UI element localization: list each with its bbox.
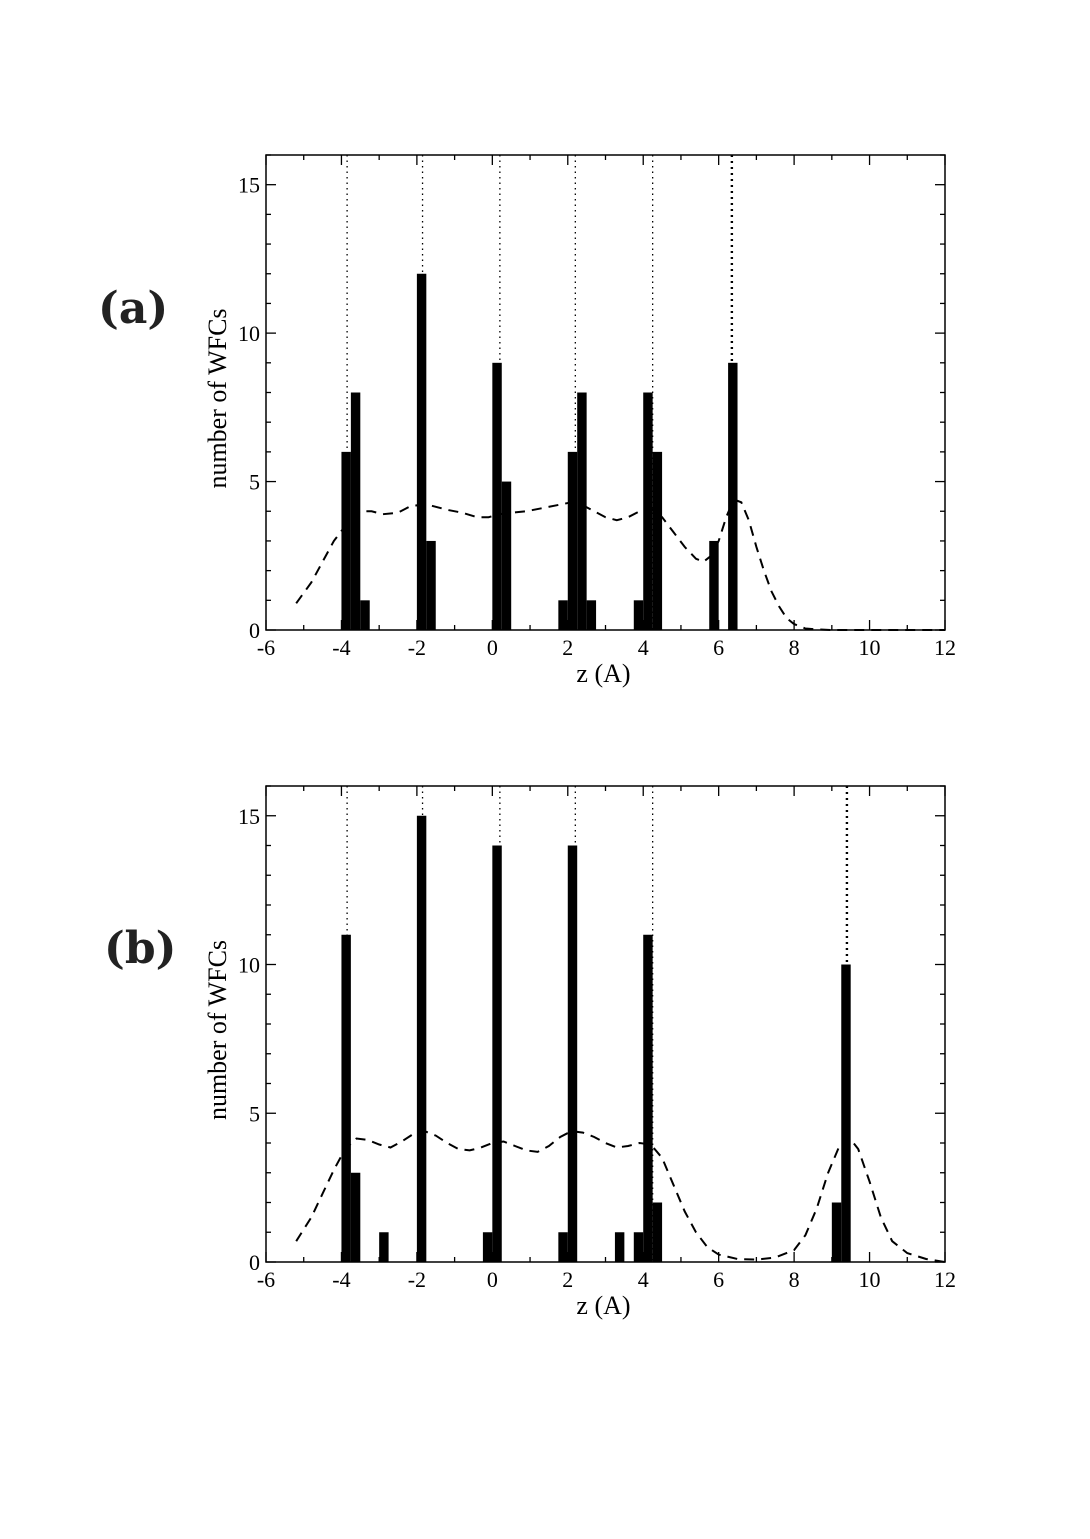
x-tick-label: -4: [332, 1267, 350, 1292]
histogram-bar: [841, 964, 851, 1262]
x-tick-label: 6: [713, 1267, 724, 1292]
histogram-bar: [633, 1232, 644, 1262]
histogram-bar: [416, 815, 427, 1262]
histogram-bar: [492, 845, 502, 1262]
x-tick-label: -4: [332, 635, 350, 660]
density-curve: [295, 498, 945, 631]
histogram-bar: [379, 1232, 389, 1262]
histogram-bar: [614, 1232, 625, 1262]
x-tick-label: 0: [487, 1267, 498, 1292]
x-tick-label: -6: [257, 1267, 275, 1292]
histogram-bar: [360, 600, 370, 630]
x-tick-label: 12: [934, 635, 956, 660]
histogram-bar: [633, 600, 644, 630]
y-axis-title: number of WFCs: [203, 940, 232, 1120]
histogram-bar: [652, 1202, 663, 1262]
x-tick-label: 4: [638, 635, 649, 660]
histogram-bar: [501, 481, 512, 630]
y-tick-label: 0: [249, 1250, 260, 1275]
y-tick-label: 0: [249, 618, 260, 643]
histogram-bar: [492, 362, 502, 630]
x-tick-label: -6: [257, 635, 275, 660]
histogram-bar: [416, 273, 427, 630]
histogram-bar: [426, 540, 436, 630]
chart-a: -6 -4 -2 0 2 4 6 8 10 12 0 5 10 15 z (A) number of WFCs: [203, 154, 956, 688]
histogram-bar: [567, 845, 578, 1262]
x-tick-label: 2: [562, 635, 573, 660]
x-tick-label: 0: [487, 635, 498, 660]
histogram-bar: [567, 451, 578, 630]
y-tick-label: 15: [238, 804, 260, 829]
x-tick-label: 2: [562, 1267, 573, 1292]
y-tick-label: 10: [238, 953, 260, 978]
density-curve: [295, 1130, 946, 1263]
x-tick-label: -2: [408, 635, 426, 660]
histogram-bar: [831, 1202, 842, 1262]
histogram-bar: [643, 392, 653, 630]
chart-b: -6 -4 -2 0 2 4 6 8 10 12 0 5 10 15 z (A) number of WFCs: [203, 785, 956, 1320]
histogram-bar: [350, 392, 361, 630]
histogram-bar: [341, 451, 351, 630]
histogram-bar: [728, 362, 738, 630]
x-axis-title: z (A): [576, 1291, 630, 1320]
x-tick-label: 12: [934, 1267, 956, 1292]
histogram-bar: [482, 1232, 493, 1262]
histogram-bar: [643, 934, 653, 1262]
y-tick-label: 15: [238, 173, 260, 198]
x-tick-label: 8: [789, 635, 800, 660]
x-tick-label: 10: [859, 635, 881, 660]
panel-label-a: (a): [98, 283, 169, 334]
x-axis-title: z (A): [576, 659, 630, 688]
x-tick-label: 10: [859, 1267, 881, 1292]
y-tick-label: 5: [249, 1101, 260, 1126]
x-tick-label: -2: [408, 1267, 426, 1292]
y-axis-title: number of WFCs: [203, 308, 232, 488]
histogram-bar: [558, 600, 568, 630]
histogram-bar: [558, 1232, 568, 1262]
x-tick-label: 6: [713, 635, 724, 660]
panel-label-b: (b): [104, 923, 177, 974]
x-tick-label: 4: [638, 1267, 649, 1292]
histogram-bar: [341, 934, 351, 1262]
y-tick-label: 10: [238, 321, 260, 346]
histogram-bar: [577, 392, 587, 630]
y-tick-label: 5: [249, 470, 260, 495]
histogram-bar: [709, 540, 719, 630]
histogram-bar: [586, 600, 597, 630]
histogram-bar: [350, 1172, 361, 1262]
histogram-bar: [652, 451, 663, 630]
plot-frame: [265, 154, 946, 631]
x-tick-label: 8: [789, 1267, 800, 1292]
